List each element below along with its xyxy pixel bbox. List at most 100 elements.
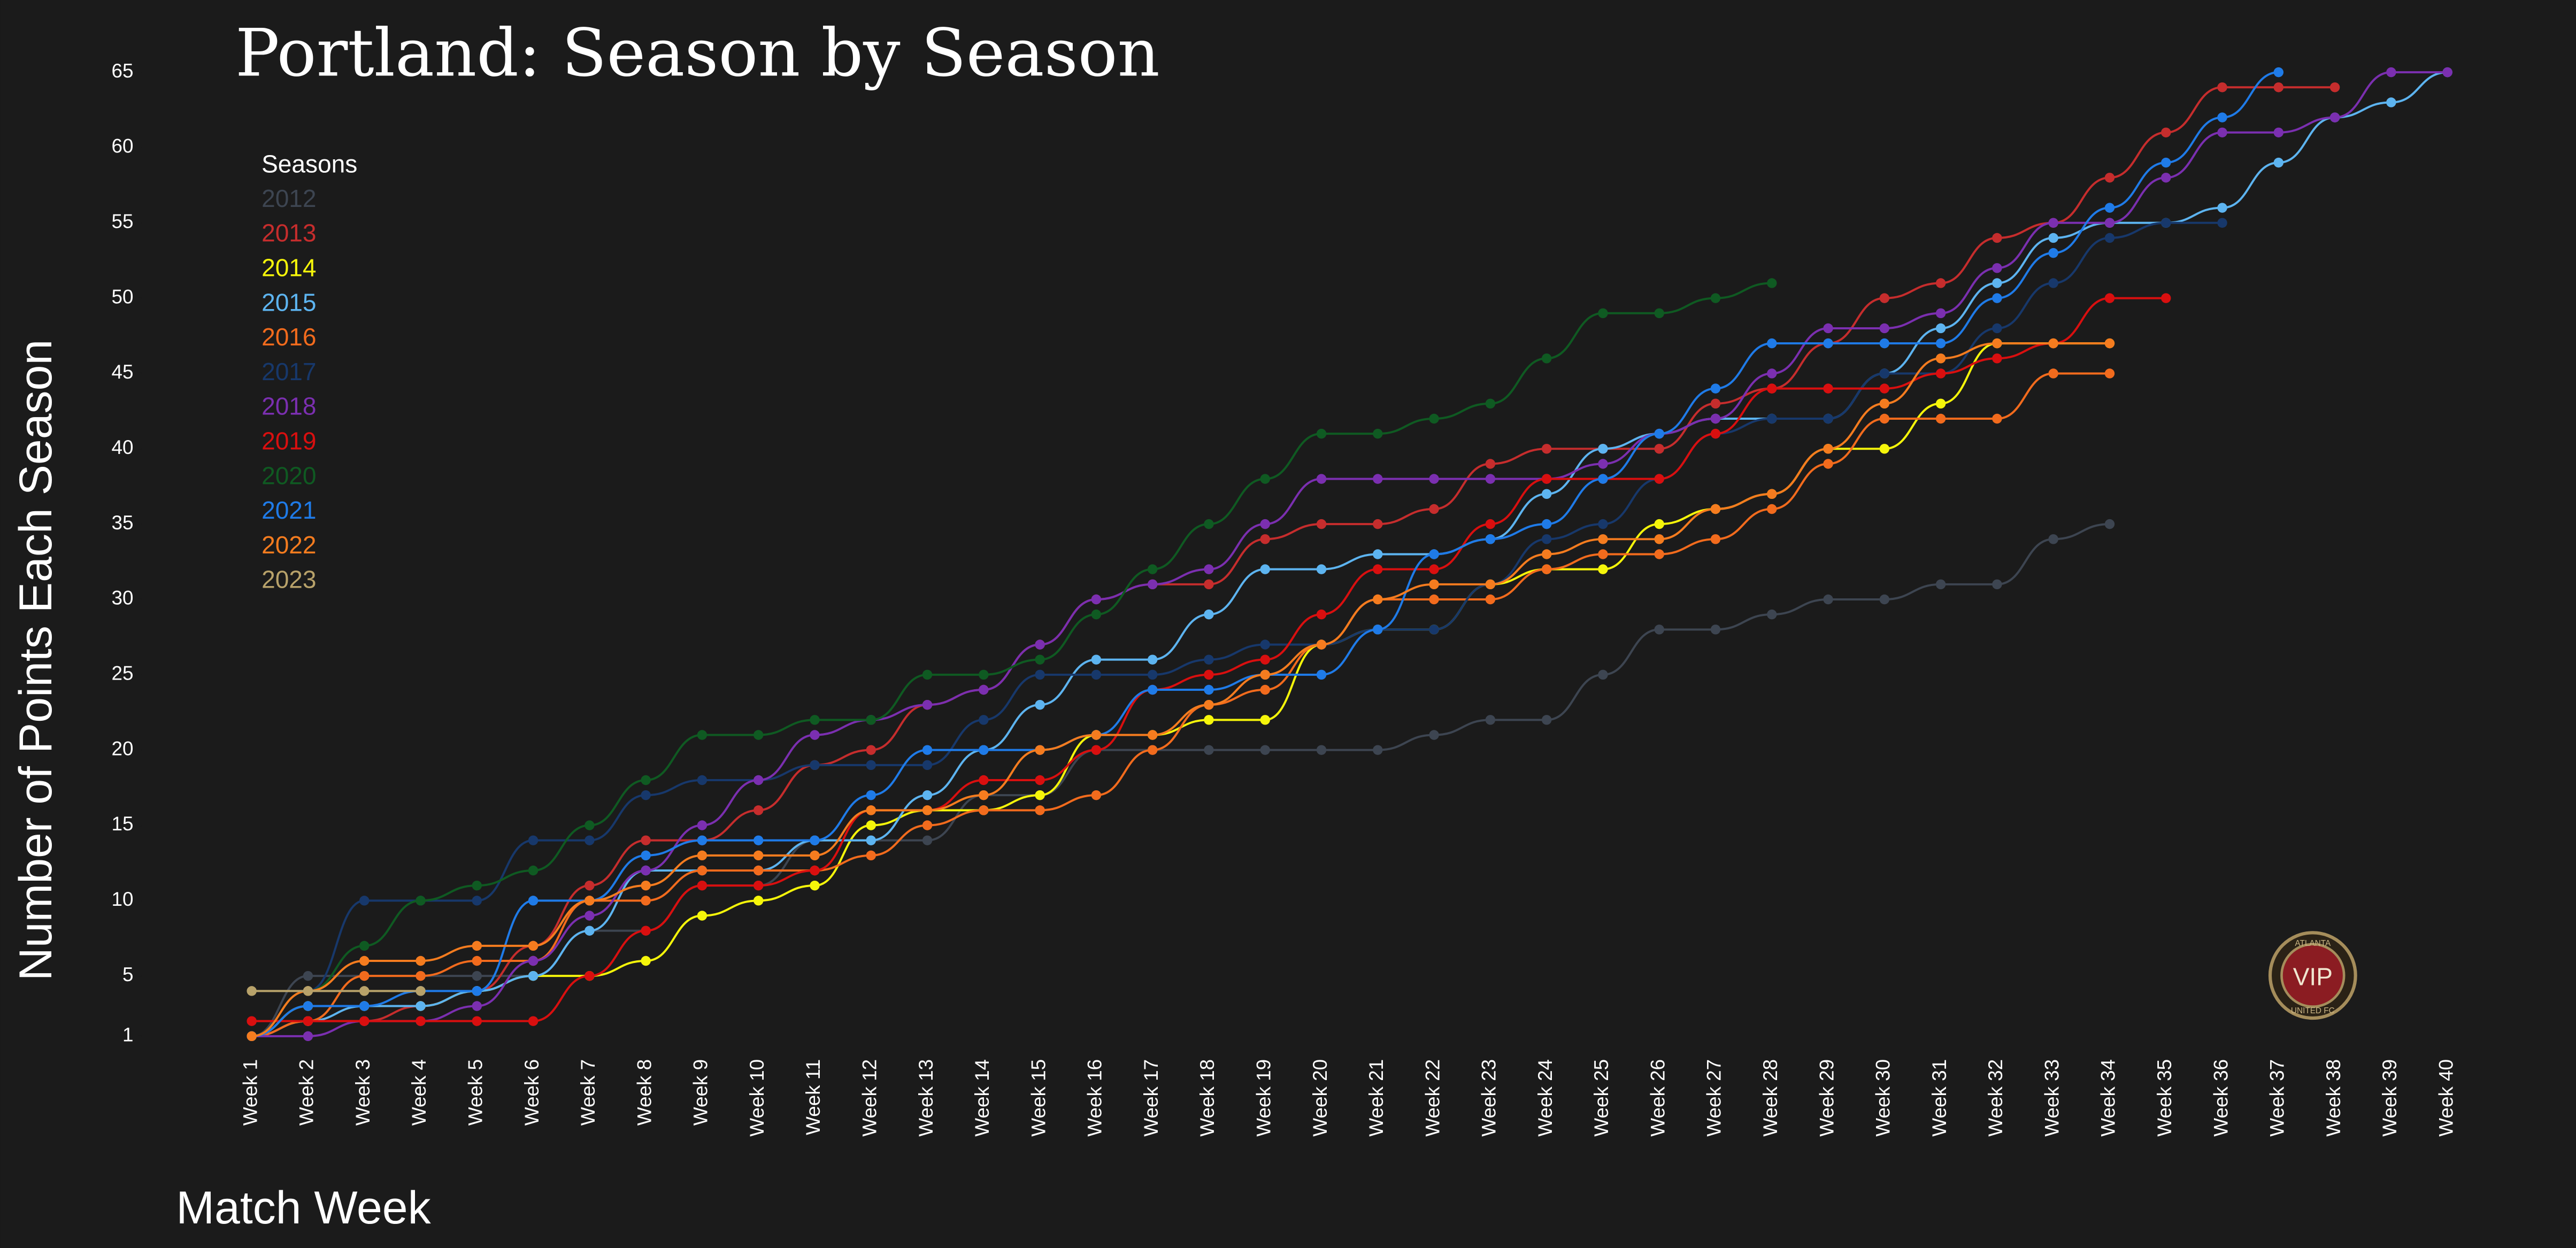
x-tick-label: Week 20 bbox=[1309, 1059, 1331, 1137]
point bbox=[2048, 338, 2058, 349]
point bbox=[1091, 609, 1102, 620]
point bbox=[1992, 278, 2002, 288]
x-tick-label: Week 18 bbox=[1196, 1059, 1218, 1137]
point bbox=[359, 941, 370, 951]
point bbox=[1316, 669, 1327, 680]
point bbox=[1879, 383, 1890, 394]
point bbox=[1767, 489, 1777, 499]
point bbox=[1485, 398, 1496, 409]
logo: ATLANTA VIP UNITED FC bbox=[2268, 931, 2357, 1020]
point bbox=[416, 986, 426, 996]
point bbox=[1767, 413, 1777, 424]
point bbox=[979, 745, 989, 755]
series bbox=[247, 338, 2115, 1042]
point bbox=[1879, 293, 1890, 303]
point bbox=[1204, 654, 1214, 665]
point bbox=[528, 865, 539, 876]
point bbox=[359, 970, 370, 981]
point bbox=[979, 790, 989, 800]
x-tick-label: Week 6 bbox=[521, 1059, 543, 1126]
x-tick-label: Week 22 bbox=[1421, 1059, 1443, 1137]
point bbox=[1879, 413, 1890, 424]
point bbox=[359, 1016, 370, 1026]
point bbox=[528, 1016, 539, 1026]
point bbox=[1992, 413, 2002, 424]
point bbox=[528, 835, 539, 845]
point bbox=[2048, 534, 2058, 544]
point bbox=[528, 941, 539, 951]
point bbox=[1823, 338, 1833, 349]
point bbox=[1429, 594, 1439, 605]
point bbox=[641, 775, 651, 785]
point bbox=[697, 835, 708, 845]
point bbox=[1710, 428, 1721, 439]
point bbox=[1204, 699, 1214, 710]
point bbox=[1316, 745, 1327, 755]
point bbox=[303, 970, 313, 981]
series-line bbox=[251, 372, 2110, 1037]
point bbox=[472, 986, 482, 996]
y-tick-label: 30 bbox=[112, 587, 134, 609]
point bbox=[1598, 459, 1608, 469]
point bbox=[1541, 715, 1552, 725]
point bbox=[1823, 413, 1833, 424]
point bbox=[2386, 67, 2396, 78]
point bbox=[2329, 112, 2340, 122]
point bbox=[1992, 338, 2002, 349]
point bbox=[1485, 715, 1496, 725]
point bbox=[1710, 293, 1721, 303]
point bbox=[1091, 654, 1102, 665]
point bbox=[1091, 594, 1102, 605]
point bbox=[979, 669, 989, 680]
x-tick-label: Week 38 bbox=[2323, 1059, 2344, 1137]
point bbox=[2161, 293, 2171, 303]
point bbox=[2329, 82, 2340, 93]
point bbox=[1935, 353, 1946, 364]
y-tick-label: 5 bbox=[122, 964, 134, 985]
point bbox=[1204, 579, 1214, 590]
point bbox=[1373, 594, 1383, 605]
point bbox=[753, 850, 764, 861]
point bbox=[1935, 398, 1946, 409]
point bbox=[1992, 579, 2002, 590]
x-tick-label: Week 23 bbox=[1478, 1059, 1500, 1137]
y-tick-label: 45 bbox=[112, 361, 134, 383]
point bbox=[1541, 519, 1552, 529]
point bbox=[1823, 594, 1833, 605]
point bbox=[2217, 82, 2227, 93]
x-tick-label: Week 3 bbox=[352, 1059, 374, 1126]
point bbox=[1598, 534, 1608, 544]
y-tick-label: 50 bbox=[112, 286, 134, 307]
point bbox=[1598, 308, 1608, 319]
series-line bbox=[251, 342, 2110, 1037]
point bbox=[585, 911, 595, 921]
point bbox=[641, 790, 651, 800]
series-line bbox=[251, 282, 1772, 1037]
x-tick-label: Week 29 bbox=[1816, 1059, 1837, 1137]
y-tick-label: 40 bbox=[112, 436, 134, 458]
point bbox=[866, 790, 876, 800]
point bbox=[585, 896, 595, 906]
point bbox=[1710, 504, 1721, 514]
point bbox=[1767, 368, 1777, 379]
x-tick-label: Week 36 bbox=[2210, 1059, 2232, 1137]
x-tick-label: Week 24 bbox=[1534, 1059, 1556, 1137]
point bbox=[1035, 790, 1045, 800]
point bbox=[1147, 669, 1158, 680]
x-tick-label: Week 26 bbox=[1647, 1059, 1668, 1137]
point bbox=[922, 820, 933, 830]
legend-entry: 2020 bbox=[262, 461, 316, 489]
point bbox=[753, 835, 764, 845]
point bbox=[866, 805, 876, 815]
point bbox=[1992, 293, 2002, 303]
x-tick-label: Week 28 bbox=[1759, 1059, 1781, 1137]
point bbox=[2161, 173, 2171, 183]
point bbox=[1260, 654, 1270, 665]
point bbox=[1147, 684, 1158, 695]
x-tick-label: Week 4 bbox=[408, 1059, 430, 1126]
point bbox=[1429, 564, 1439, 574]
point bbox=[2048, 368, 2058, 379]
legend-entry: 2018 bbox=[262, 392, 316, 420]
legend-entry: 2013 bbox=[262, 219, 316, 247]
point bbox=[1147, 745, 1158, 755]
